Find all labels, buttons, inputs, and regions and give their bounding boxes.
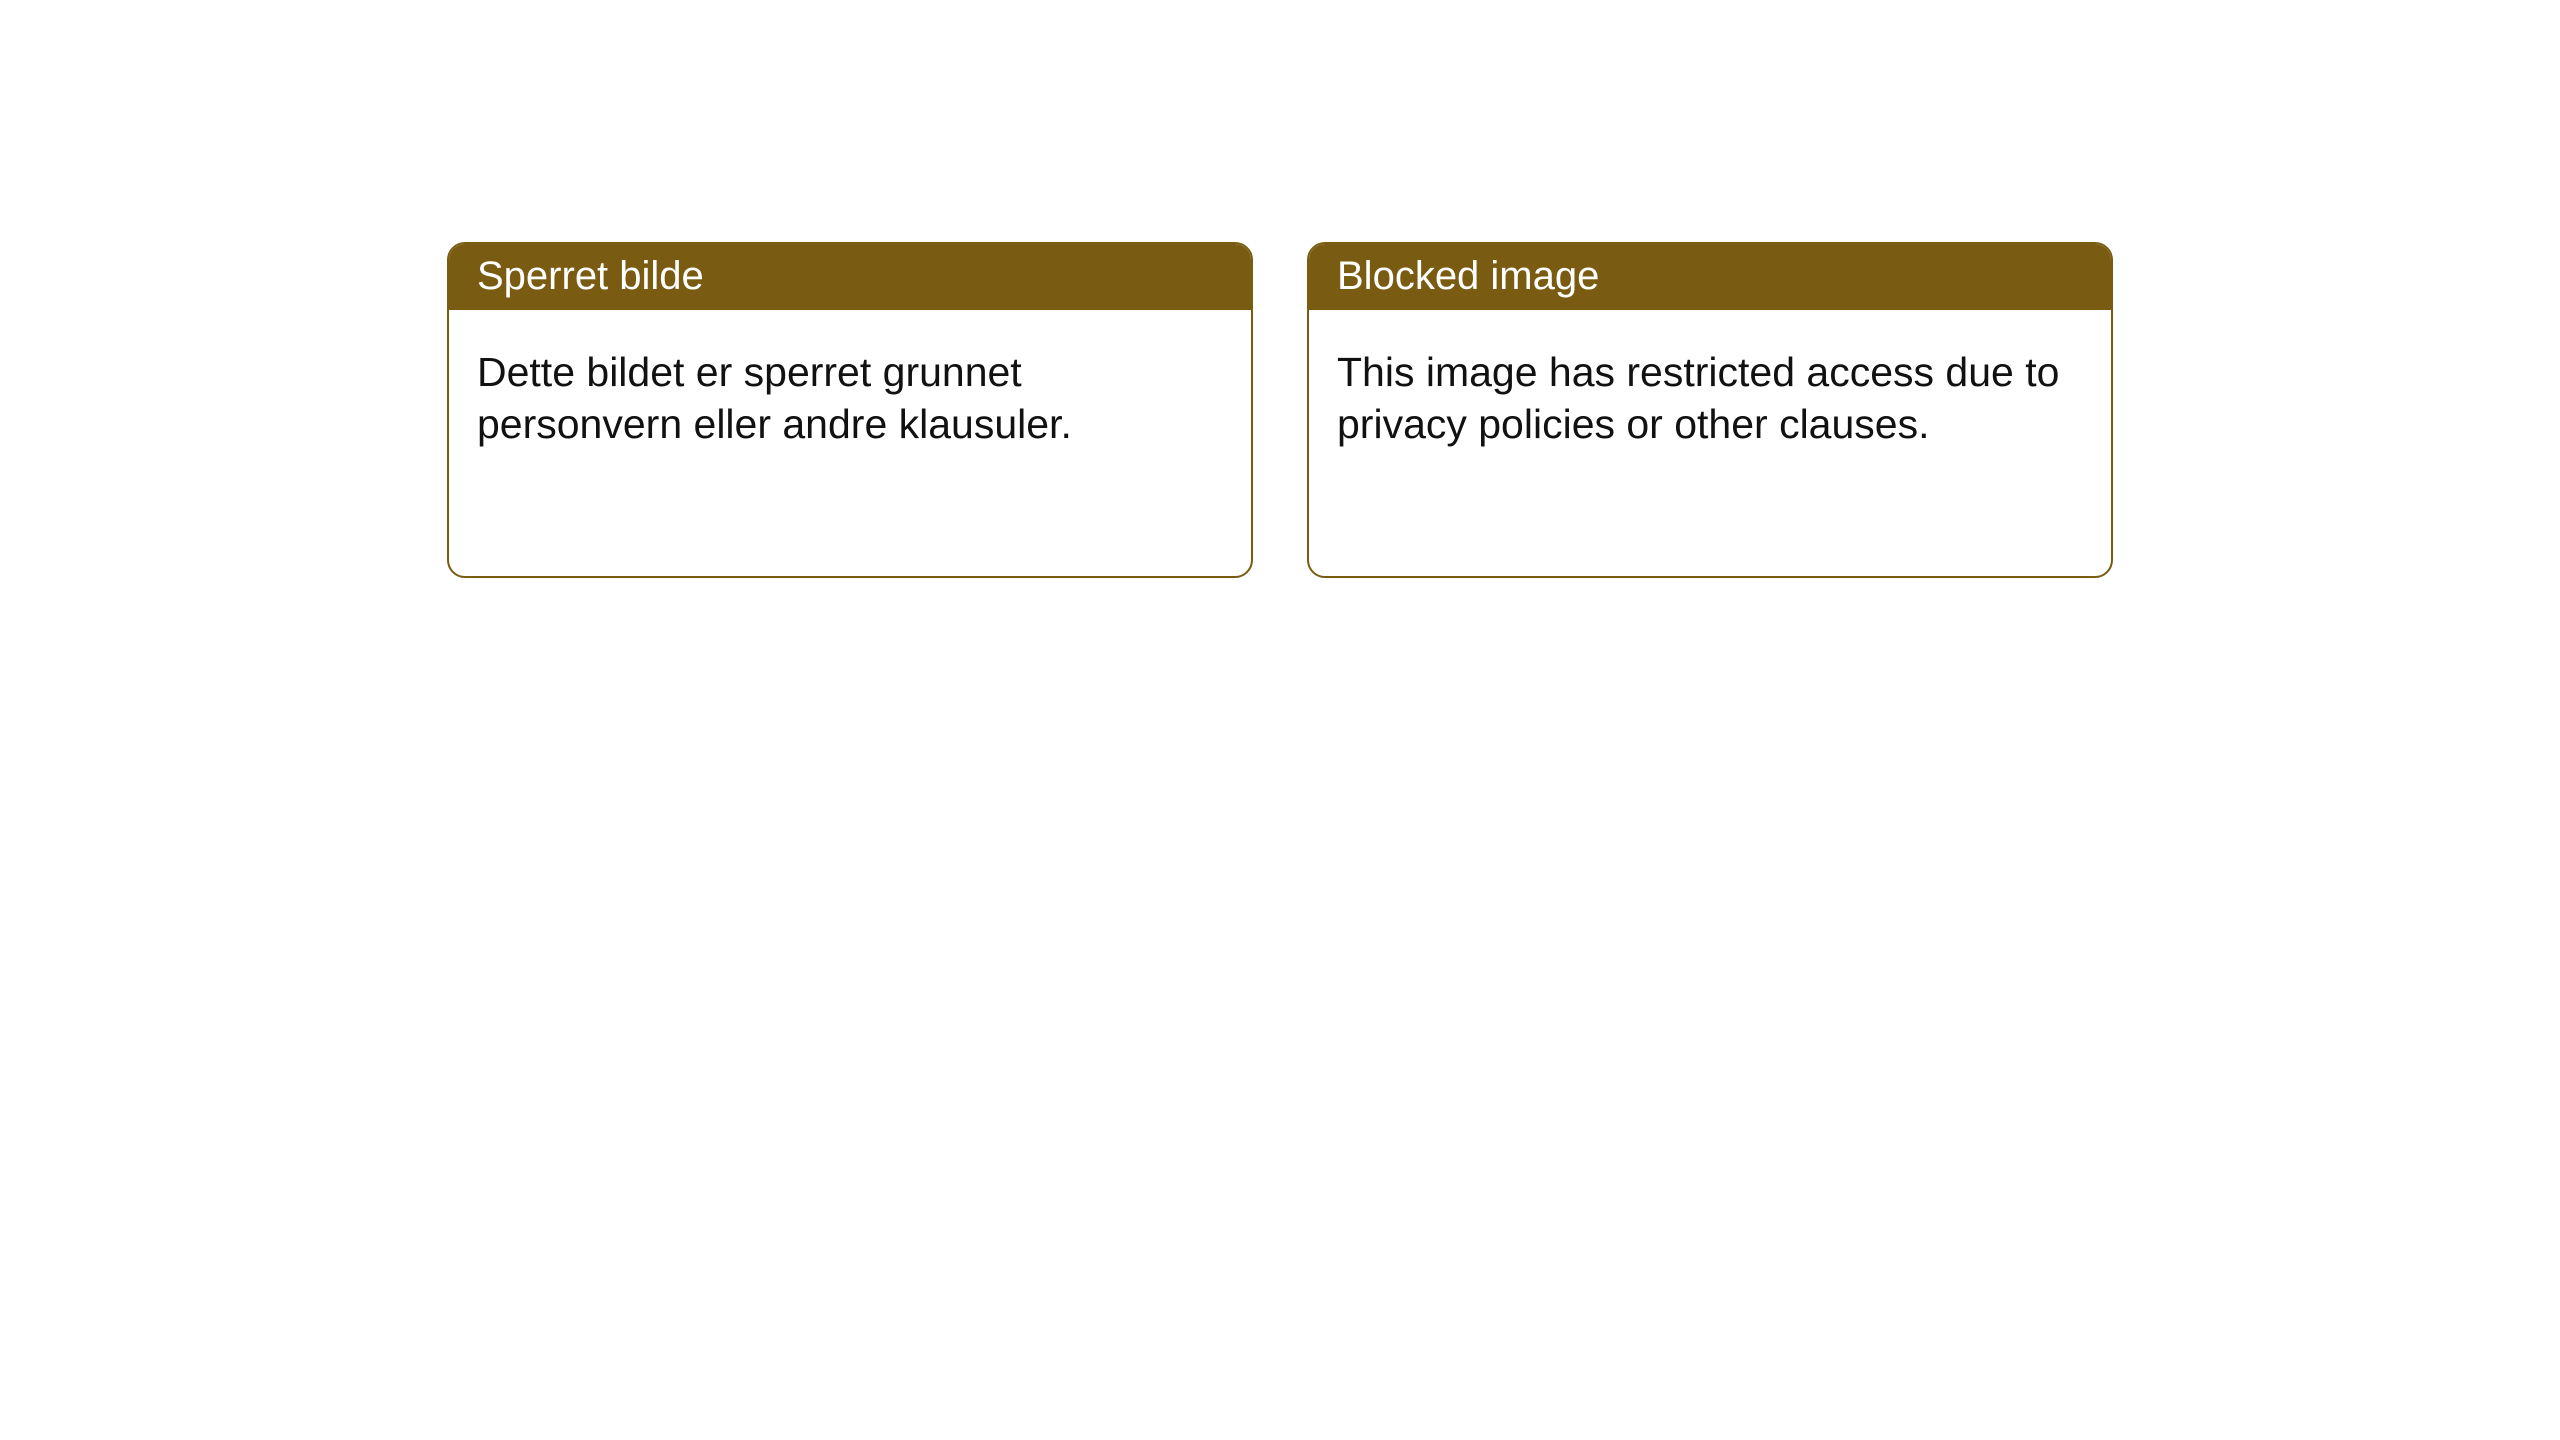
notice-card-title: Blocked image: [1309, 244, 2111, 310]
notice-card-norwegian: Sperret bilde Dette bildet er sperret gr…: [447, 242, 1253, 578]
notice-card-body: This image has restricted access due to …: [1309, 310, 2111, 478]
notice-card-title: Sperret bilde: [449, 244, 1251, 310]
notice-card-english: Blocked image This image has restricted …: [1307, 242, 2113, 578]
notice-cards-container: Sperret bilde Dette bildet er sperret gr…: [0, 0, 2560, 578]
notice-card-body: Dette bildet er sperret grunnet personve…: [449, 310, 1251, 478]
